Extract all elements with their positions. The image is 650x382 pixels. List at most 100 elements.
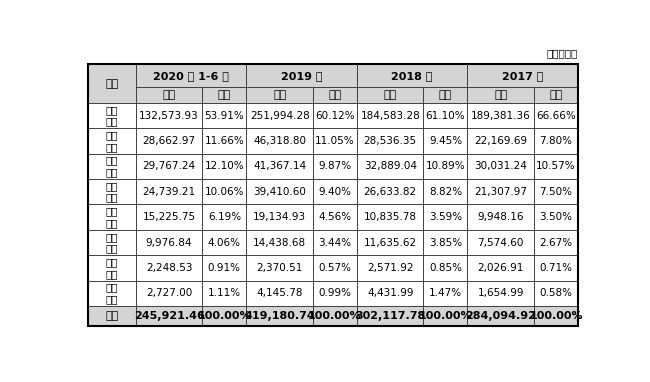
Bar: [534, 179, 578, 204]
Bar: [88, 306, 136, 326]
Bar: [424, 128, 467, 154]
Bar: [357, 255, 424, 281]
Text: 9.87%: 9.87%: [318, 161, 352, 172]
Text: 4.06%: 4.06%: [208, 238, 241, 248]
Bar: [88, 230, 136, 255]
Text: 广东
区域: 广东 区域: [106, 105, 118, 126]
Text: 2,026.91: 2,026.91: [478, 263, 524, 273]
Text: 9.45%: 9.45%: [429, 136, 462, 146]
Text: 7,574.60: 7,574.60: [478, 238, 524, 248]
Bar: [313, 154, 357, 179]
Text: 3.50%: 3.50%: [540, 212, 573, 222]
Bar: [467, 103, 534, 128]
Text: 10.06%: 10.06%: [205, 187, 244, 197]
Text: 0.71%: 0.71%: [540, 263, 573, 273]
Text: 100.00%: 100.00%: [529, 311, 583, 321]
Bar: [357, 204, 424, 230]
Text: 2,571.92: 2,571.92: [367, 263, 413, 273]
Bar: [136, 64, 246, 87]
Text: 28,536.35: 28,536.35: [363, 136, 417, 146]
Text: 区域: 区域: [105, 79, 119, 89]
Bar: [313, 306, 357, 326]
Text: 0.58%: 0.58%: [540, 288, 573, 298]
Bar: [534, 306, 578, 326]
Bar: [467, 64, 578, 87]
Text: 2017 年: 2017 年: [502, 71, 543, 81]
Bar: [467, 87, 534, 103]
Text: 0.57%: 0.57%: [318, 263, 352, 273]
Bar: [534, 128, 578, 154]
Text: 金额: 金额: [273, 90, 286, 100]
Text: 3.44%: 3.44%: [318, 238, 352, 248]
Bar: [136, 179, 202, 204]
Bar: [88, 64, 136, 103]
Bar: [88, 255, 136, 281]
Bar: [136, 103, 202, 128]
Bar: [202, 128, 246, 154]
Bar: [467, 154, 534, 179]
Bar: [88, 281, 136, 306]
Text: 3.85%: 3.85%: [429, 238, 462, 248]
Bar: [246, 87, 313, 103]
Text: 北方
区域: 北方 区域: [106, 257, 118, 279]
Text: 占比: 占比: [549, 90, 563, 100]
Bar: [136, 281, 202, 306]
Text: 46,318.80: 46,318.80: [253, 136, 306, 146]
Bar: [136, 128, 202, 154]
Bar: [202, 103, 246, 128]
Bar: [136, 230, 202, 255]
Text: 12.10%: 12.10%: [205, 161, 244, 172]
Bar: [202, 306, 246, 326]
Text: 单位：万元: 单位：万元: [547, 48, 578, 58]
Text: 西南
区域: 西南 区域: [106, 206, 118, 228]
Bar: [202, 179, 246, 204]
Bar: [202, 154, 246, 179]
Bar: [424, 204, 467, 230]
Text: 53.91%: 53.91%: [205, 110, 244, 121]
Bar: [467, 255, 534, 281]
Text: 2019 年: 2019 年: [281, 71, 322, 81]
Bar: [424, 255, 467, 281]
Bar: [246, 281, 313, 306]
Text: 21,307.97: 21,307.97: [474, 187, 527, 197]
Bar: [534, 281, 578, 306]
Bar: [88, 179, 136, 204]
Bar: [424, 306, 467, 326]
Bar: [357, 154, 424, 179]
Bar: [424, 179, 467, 204]
Text: 2,248.53: 2,248.53: [146, 263, 192, 273]
Bar: [313, 103, 357, 128]
Bar: [467, 281, 534, 306]
Bar: [357, 128, 424, 154]
Text: 2,727.00: 2,727.00: [146, 288, 192, 298]
Text: 132,573.93: 132,573.93: [139, 110, 199, 121]
Text: 华东
区域: 华东 区域: [106, 181, 118, 202]
Text: 0.99%: 0.99%: [318, 288, 352, 298]
Text: 占比: 占比: [218, 90, 231, 100]
Text: 14,438.68: 14,438.68: [253, 238, 306, 248]
Text: 0.91%: 0.91%: [208, 263, 241, 273]
Bar: [88, 204, 136, 230]
Text: 30,031.24: 30,031.24: [474, 161, 527, 172]
Bar: [534, 255, 578, 281]
Text: 2.67%: 2.67%: [540, 238, 573, 248]
Text: 11.66%: 11.66%: [205, 136, 244, 146]
Text: 22,169.69: 22,169.69: [474, 136, 527, 146]
Text: 189,381.36: 189,381.36: [471, 110, 530, 121]
Text: 9,976.84: 9,976.84: [146, 238, 192, 248]
Bar: [313, 87, 357, 103]
Bar: [357, 281, 424, 306]
Bar: [88, 154, 136, 179]
Bar: [424, 103, 467, 128]
Bar: [246, 64, 357, 87]
Text: 线上
销售: 线上 销售: [106, 283, 118, 304]
Text: 66.66%: 66.66%: [536, 110, 576, 121]
Text: 6.19%: 6.19%: [208, 212, 241, 222]
Bar: [246, 255, 313, 281]
Bar: [202, 230, 246, 255]
Text: 11,635.62: 11,635.62: [363, 238, 417, 248]
Bar: [424, 281, 467, 306]
Text: 金额: 金额: [162, 90, 176, 100]
Text: 占比: 占比: [328, 90, 341, 100]
Bar: [313, 179, 357, 204]
